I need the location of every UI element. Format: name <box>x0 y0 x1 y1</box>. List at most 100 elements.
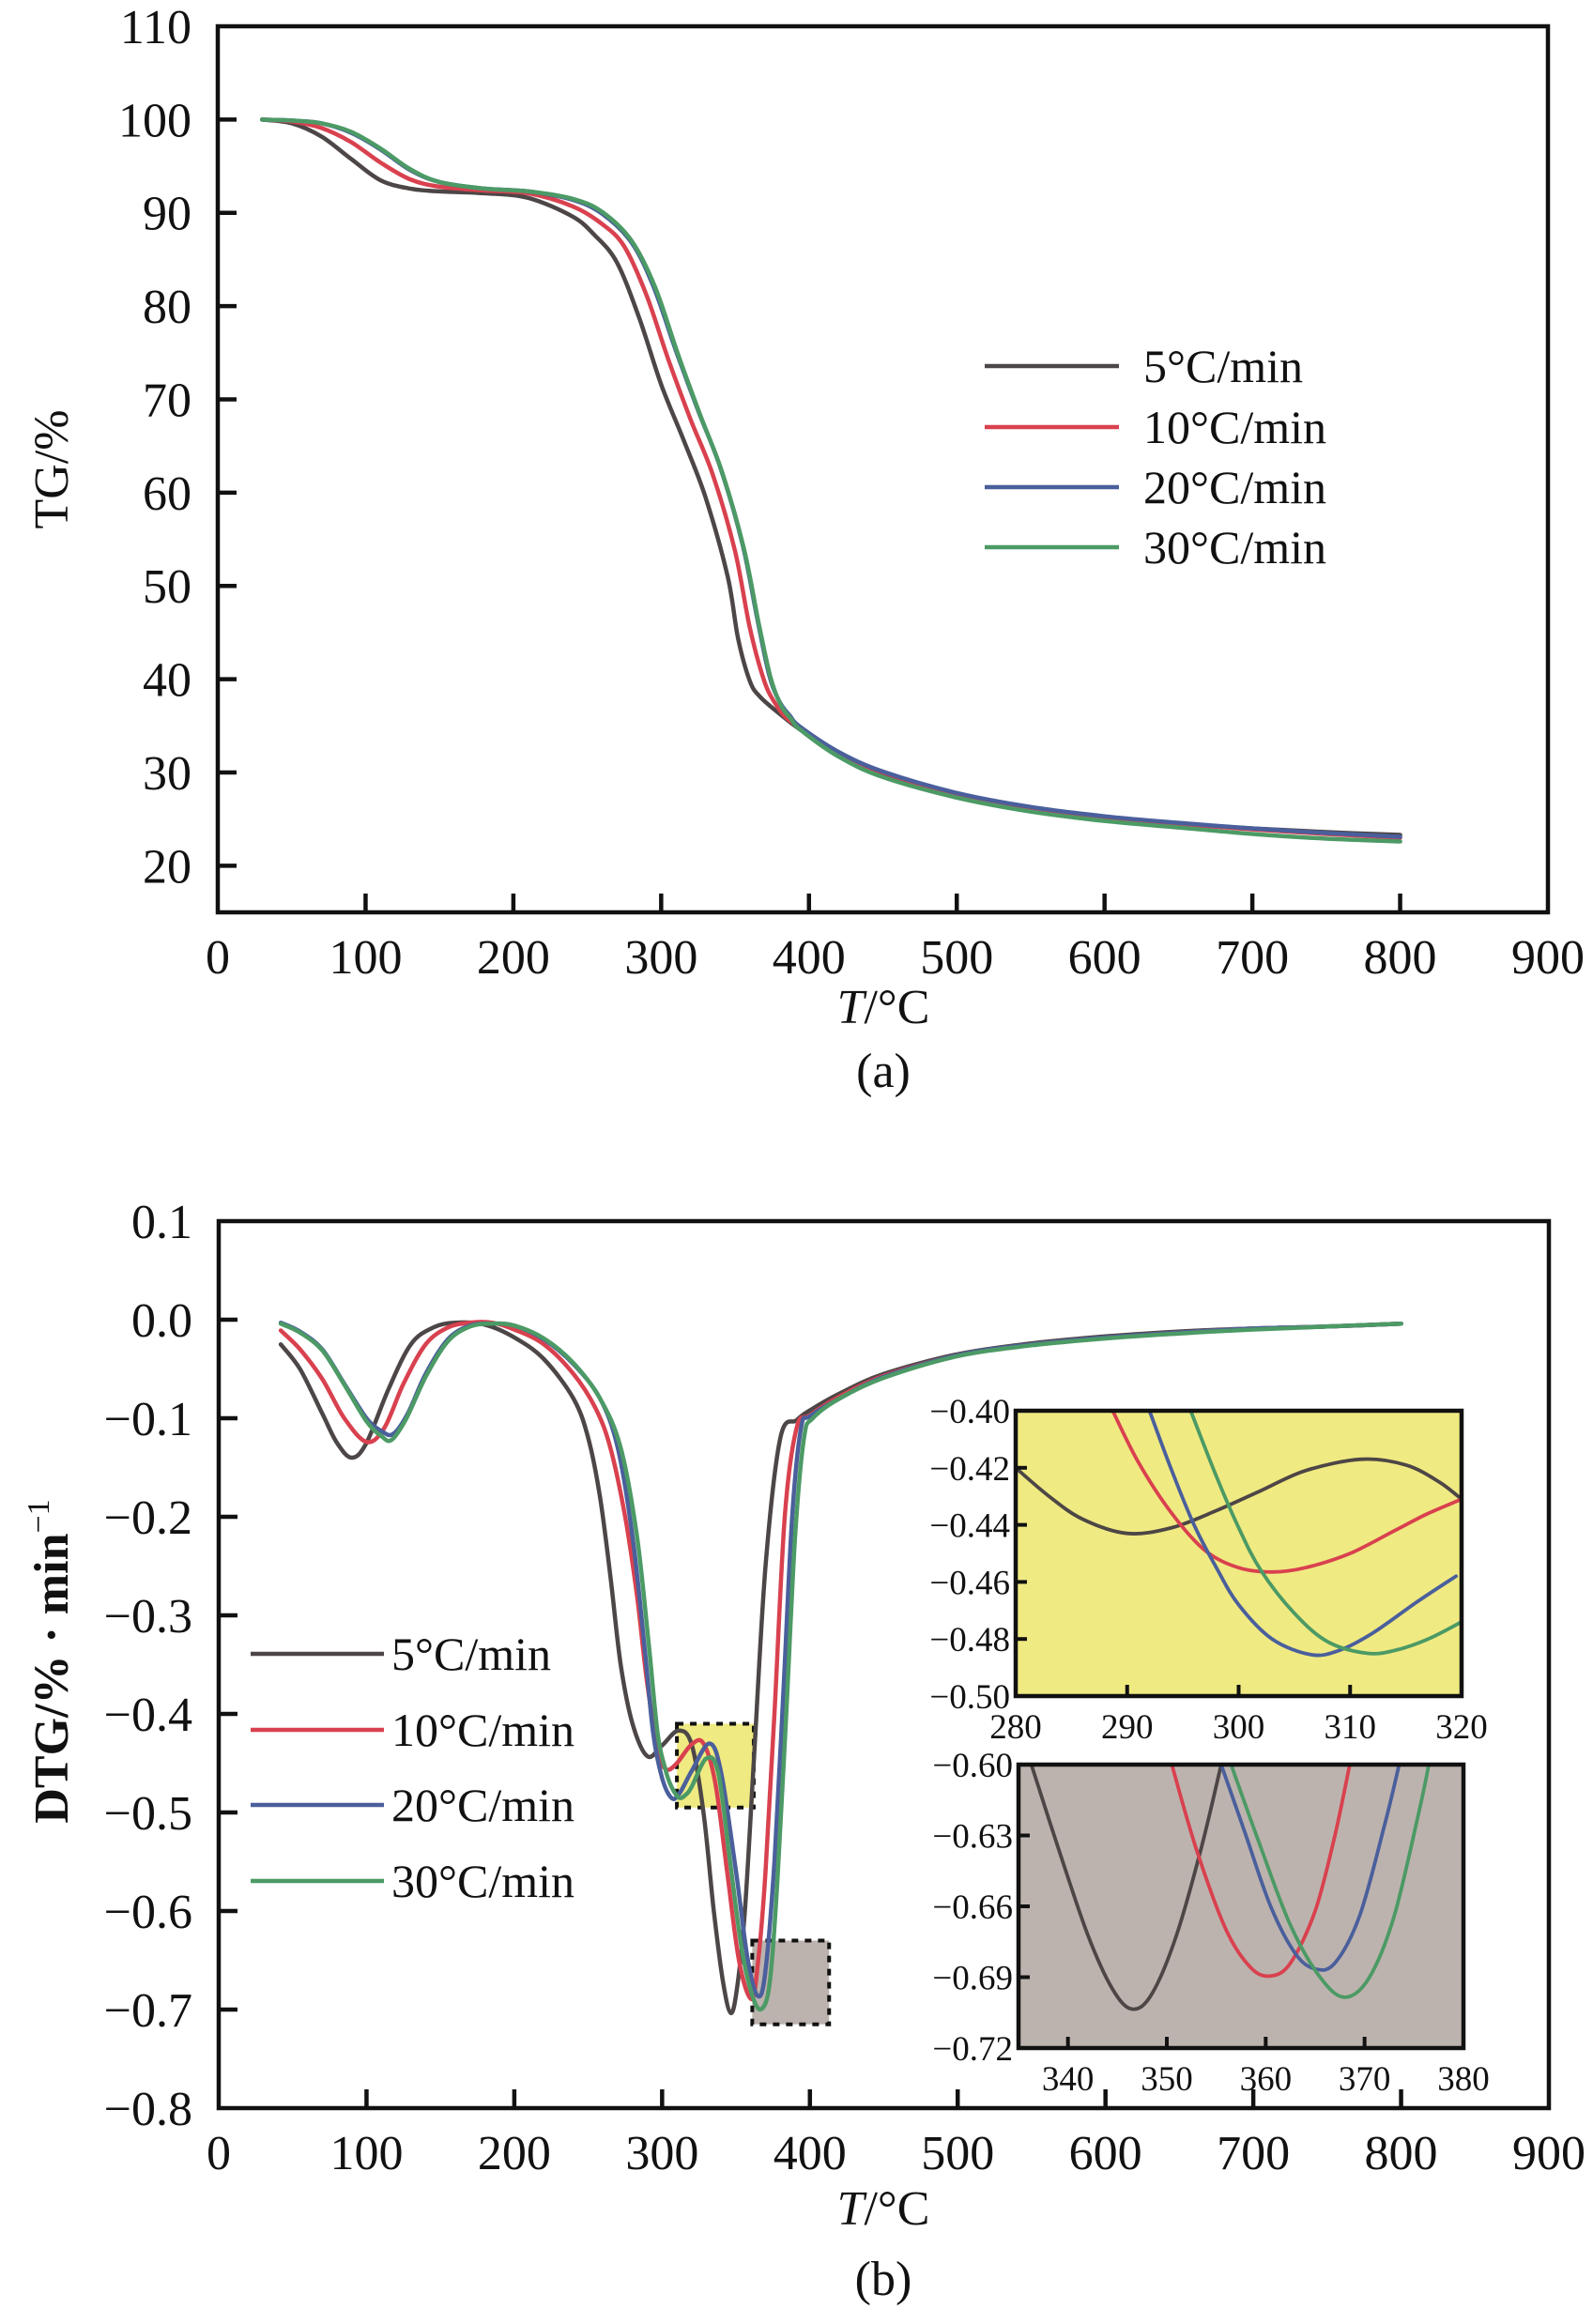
dtg-inset-zoom-1: 280 290 300 310 320 −0.40 −0.42 −0.44 −0.46 −0.48… <box>929 1393 1487 1747</box>
tg-y-tick-label: 50 <box>143 560 191 614</box>
tg-legend: 5°C/min 10°C/min 20°C/min 30°C/min <box>985 340 1326 573</box>
dtg-inset-1-series-30-per-min <box>1188 1411 1462 1656</box>
dtg-legend: 5°C/min 10°C/min 20°C/min 30°C/min <box>251 1628 574 1907</box>
tg-x-tick-label: 0 <box>206 931 230 985</box>
dtg-panel-label: (b) <box>855 2253 912 2306</box>
tg-x-tick-label: 700 <box>1216 931 1289 985</box>
dtg-series-30-per-min <box>278 1321 1403 2012</box>
dtg-legend-label: 10°C/min <box>391 1704 574 1756</box>
dtg-inset-2-series-5-per-min <box>1029 1765 1223 2011</box>
dtg-legend-label: 20°C/min <box>391 1779 574 1831</box>
tg-y-tick-label: 90 <box>143 188 191 241</box>
dtg-inset-2-series-30-per-min <box>1229 1765 1431 1999</box>
tg-y-axis-label: TG/% <box>25 409 79 528</box>
tg-y-tick-label: 20 <box>143 840 191 894</box>
tg-legend-label: 5°C/min <box>1143 340 1303 392</box>
dtg-y-tick-label: −0.6 <box>104 1886 192 1939</box>
tg-y-tick-label: 60 <box>143 467 191 521</box>
dtg-inset-1-axes: 280 290 300 310 320 −0.40 −0.42 −0.44 −0.46 −0.48… <box>929 1393 1487 1747</box>
dtg-inset-1-series-10-per-min <box>1111 1411 1462 1574</box>
dtg-y-tick-label: −0.2 <box>104 1491 192 1545</box>
tg-x-tick-label: 900 <box>1511 931 1585 985</box>
dtg-inset-2-x-tick-label: 350 <box>1141 2060 1193 2099</box>
tg-x-axis-label-var: T <box>837 981 867 1034</box>
dtg-y-tick-label: 0.1 <box>131 1196 192 1249</box>
dtg-inset-1-y-tick-label: −0.40 <box>929 1393 1010 1431</box>
dtg-inset-2-y-tick-label: −0.60 <box>932 1747 1013 1785</box>
dtg-inset-1-series-5-per-min <box>1016 1457 1462 1536</box>
dtg-y-tick-label: −0.7 <box>104 1984 192 2038</box>
tg-plot-frame <box>215 23 1551 915</box>
tg-legend-label: 30°C/min <box>1143 521 1326 573</box>
dtg-x-axis-label-var: T <box>837 2182 867 2236</box>
dtg-inset-1-x-tick-label: 310 <box>1325 1708 1377 1747</box>
dtg-x-tick-label: 900 <box>1512 2127 1585 2180</box>
dtg-x-tick-label: 300 <box>625 2127 698 2180</box>
dtg-inset-2-axes: 340 350 360 370 380 −0.60 −0.63 −0.66 −0.69 −0.72 <box>932 1747 1489 2099</box>
dtg-inset-2-x-tick-label: 370 <box>1339 2060 1391 2099</box>
dtg-inset-1-x-tick-label: 290 <box>1101 1708 1154 1747</box>
dtg-inset-2-x-tick-label: 340 <box>1042 2060 1095 2099</box>
dtg-inset-2-y-tick-label: −0.66 <box>932 1888 1013 1927</box>
dtg-inset-1-background <box>1016 1411 1462 1696</box>
dtg-chart: 0 100 200 300 400 500 600 700 800 900 0.1 0.0 −0.1 −0… <box>22 1196 1585 2306</box>
dtg-x-tick-label: 800 <box>1365 2127 1438 2180</box>
dtg-x-axis-label-unit: /°C <box>864 2182 929 2236</box>
dtg-x-tick-label: 500 <box>921 2127 994 2180</box>
dtg-x-tick-label: 400 <box>774 2127 847 2180</box>
dtg-y-tick-label: −0.4 <box>104 1689 192 1742</box>
dtg-x-tick-label: 200 <box>478 2127 551 2180</box>
dtg-legend-label: 5°C/min <box>391 1628 551 1680</box>
dtg-inset-1-x-tick-label: 320 <box>1435 1708 1488 1747</box>
dtg-inset-2-x-tick-label: 380 <box>1437 2060 1490 2099</box>
dtg-y-tick-label: −0.3 <box>104 1590 192 1644</box>
dtg-y-axis-label: DTG/% · min−1 <box>22 1499 79 1823</box>
dtg-inset-2-x-tick-label: 360 <box>1240 2060 1293 2099</box>
dtg-plot-frame <box>216 1218 1552 2111</box>
dtg-y-tick-label: −0.5 <box>104 1787 192 1841</box>
tg-legend-label: 10°C/min <box>1143 401 1326 453</box>
tg-axes: 0 100 200 300 400 500 600 700 800 900 20 30 40 50 60 70… <box>118 1 1585 985</box>
dtg-y-tick-label: −0.8 <box>104 2083 192 2136</box>
dtg-inset-2-y-tick-label: −0.63 <box>932 1818 1013 1857</box>
tg-x-axis-label-unit: /°C <box>864 981 929 1034</box>
tg-panel-label: (a) <box>856 1045 911 1098</box>
dtg-inset-1-y-tick-label: −0.46 <box>929 1564 1010 1602</box>
dtg-x-tick-label: 100 <box>329 2127 403 2180</box>
tg-x-tick-label: 400 <box>773 931 846 985</box>
dtg-inset-1-y-tick-label: −0.50 <box>929 1678 1010 1717</box>
dtg-x-axis-label: T/°C <box>837 2182 930 2236</box>
tg-legend-label: 20°C/min <box>1143 461 1326 513</box>
dtg-y-tick-label: −0.1 <box>104 1393 192 1446</box>
dtg-inset-1-y-tick-label: −0.44 <box>929 1507 1010 1546</box>
tg-series-30-per-min <box>259 117 1402 844</box>
tg-y-tick-label: 40 <box>143 654 191 708</box>
dtg-inset-2-series-10-per-min <box>1170 1765 1352 1979</box>
tg-y-tick-label: 100 <box>118 94 191 147</box>
tg-y-tick-label: 110 <box>120 1 191 54</box>
dtg-inset-1-y-tick-label: −0.48 <box>929 1621 1010 1659</box>
dtg-legend-label: 30°C/min <box>391 1855 574 1907</box>
dtg-y-axis-label-sup: −1 <box>22 1499 56 1533</box>
tg-y-tick-label: 70 <box>143 374 191 427</box>
tg-x-tick-label: 800 <box>1364 931 1437 985</box>
tg-y-tick-label: 80 <box>143 281 191 334</box>
tg-x-axis-label: T/°C <box>837 981 930 1034</box>
tg-y-tick-label: 30 <box>143 747 191 801</box>
tg-x-tick-label: 300 <box>624 931 697 985</box>
dtg-inset-1-series-20-per-min <box>1147 1411 1458 1658</box>
dtg-inset-2-y-tick-label: −0.72 <box>932 2030 1013 2069</box>
dtg-y-axis-label-main: DTG/% · min <box>25 1533 79 1823</box>
dtg-inset-1-y-tick-label: −0.42 <box>929 1450 1010 1489</box>
dtg-y-tick-label: 0.0 <box>131 1294 192 1348</box>
dtg-x-tick-label: 700 <box>1217 2127 1290 2180</box>
dtg-inset-1-x-tick-label: 280 <box>989 1708 1042 1747</box>
tg-x-tick-label: 500 <box>920 931 993 985</box>
tg-chart: 0 100 200 300 400 500 600 700 800 900 20 30 40 50 60 70… <box>25 1 1585 1098</box>
dtg-axes: 0 100 200 300 400 500 600 700 800 900 0.1 0.0 −0.1 −0… <box>104 1196 1585 2180</box>
tg-x-tick-label: 600 <box>1068 931 1141 985</box>
dtg-inset-2-y-tick-label: −0.69 <box>932 1960 1013 1998</box>
dtg-inset-1-x-tick-label: 300 <box>1213 1708 1265 1747</box>
tg-x-tick-label: 200 <box>477 931 550 985</box>
